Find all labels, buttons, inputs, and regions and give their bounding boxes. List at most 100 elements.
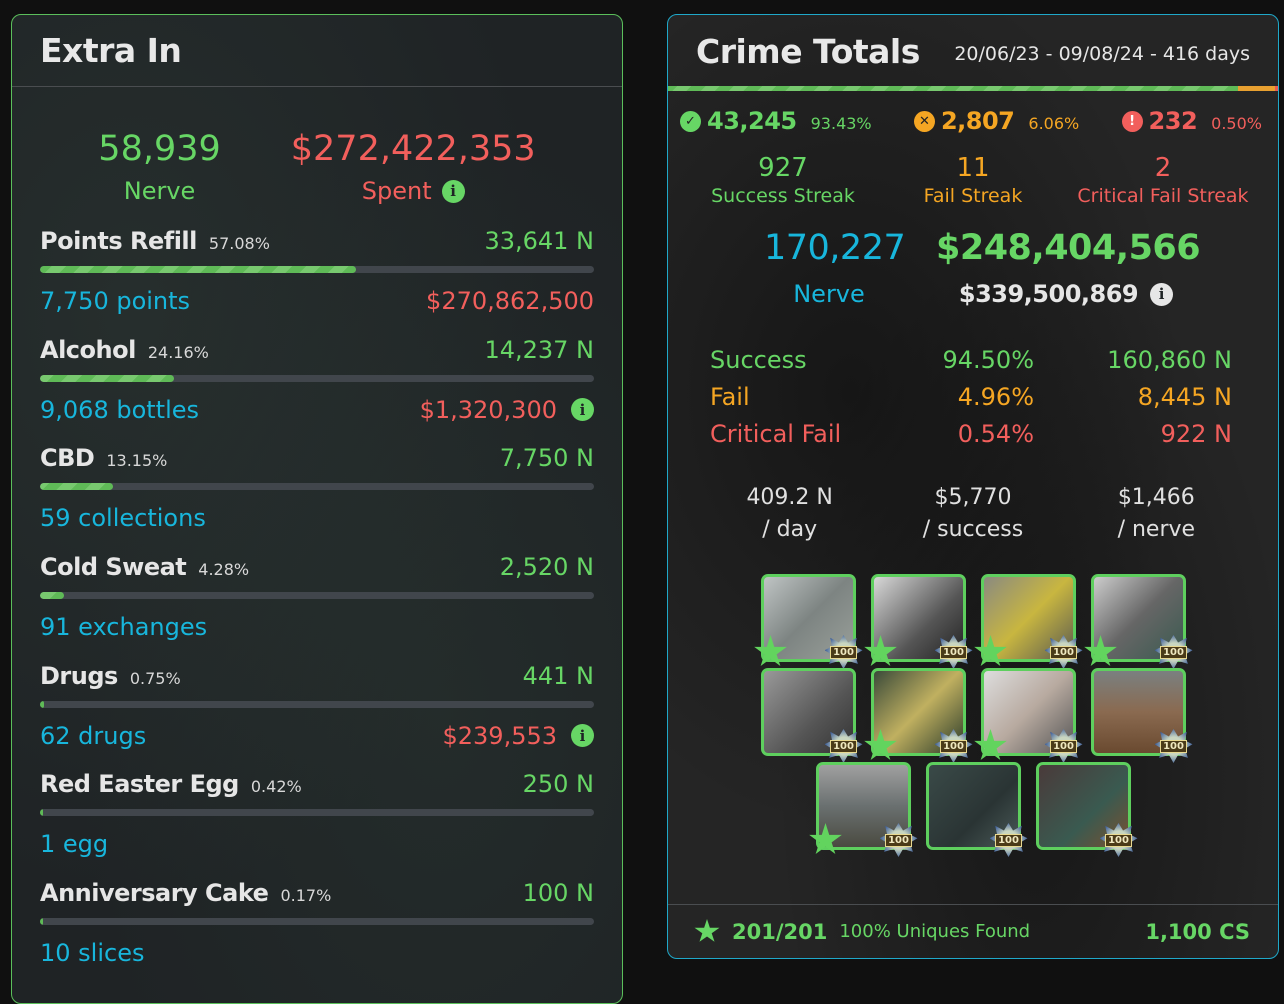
info-icon[interactable]: i	[1150, 282, 1174, 306]
panel-title: Extra In	[40, 31, 182, 70]
fail-streak: 11 Fail Streak	[923, 153, 1023, 207]
item-header: Points Refill 57.08% 33,641 N	[40, 227, 594, 261]
nerve-total: 58,939	[98, 129, 221, 169]
spent-total: $272,422,353	[290, 129, 536, 169]
item-quantity: 59 collections	[40, 504, 206, 533]
extra-in-item: Cold Sweat 4.28% 2,520 N 91 exchanges	[40, 553, 594, 662]
item-details: 10 slices	[40, 931, 594, 975]
success-streak: 927 Success Streak	[711, 153, 855, 207]
item-progress-fill	[40, 374, 174, 382]
x-circle-icon: ✕	[913, 110, 935, 132]
item-progress-fill	[40, 918, 43, 926]
crime-tiles: 100 100 100 100 100 100 100 100 100 100 100	[668, 574, 1278, 854]
item-name: Cold Sweat	[40, 553, 187, 582]
star-icon	[864, 635, 897, 666]
crime-tile[interactable]: 100	[1090, 668, 1187, 756]
item-percent: 24.16%	[147, 342, 209, 362]
star-icon	[809, 823, 842, 854]
item-percent: 0.42%	[250, 777, 302, 797]
mastery-badge-icon: 100	[1045, 635, 1083, 669]
item-name: Red Easter Egg	[40, 770, 239, 799]
money-gross-row: $339,500,869 i	[936, 279, 1196, 309]
tile-row: 100 100 100 100	[754, 574, 1187, 666]
money-gross: $339,500,869	[958, 280, 1139, 308]
rate-percent: 4.96%	[957, 382, 1034, 411]
item-progress-bar	[40, 374, 594, 382]
crime-totals-summary: 170,227 Nerve $248,404,566 $339,500,869 …	[668, 227, 1278, 337]
info-icon[interactable]: i	[571, 724, 594, 748]
fail-count: ✕ 2,807 6.06%	[913, 107, 1079, 135]
success-count: ✓ 43,245 93.43%	[680, 107, 872, 135]
item-details: 59 collections	[40, 496, 594, 540]
info-icon[interactable]: i	[441, 179, 465, 203]
item-name: Anniversary Cake	[40, 879, 269, 908]
crime-tile[interactable]: 100	[864, 668, 967, 760]
item-name: Drugs	[40, 661, 118, 690]
rate-nerve: 160,860 N	[1107, 345, 1232, 374]
item-progress-bar	[40, 809, 594, 817]
spent-summary: $272,422,353 Spent i	[291, 129, 536, 227]
uniques-found: 201/201 100% Uniques Found	[694, 919, 1030, 944]
nerve-summary: 170,227 Nerve	[764, 227, 906, 337]
critical-count: ! 232 0.50%	[1121, 107, 1262, 135]
item-nerve: 100 N	[522, 879, 594, 908]
ratio-success	[668, 86, 1238, 91]
extra-in-panel: Extra In 58,939 Nerve $272,422,353 Spent…	[11, 14, 623, 1004]
item-header: CBD 13.15% 7,750 N	[40, 444, 594, 478]
item-header: Red Easter Egg 0.42% 250 N	[40, 770, 594, 804]
star-icon	[1084, 635, 1117, 666]
money-summary: $248,404,566 $339,500,869 i	[936, 227, 1201, 337]
crime-tile[interactable]: 100	[974, 574, 1077, 666]
item-nerve: 441 N	[522, 661, 594, 690]
item-header: Anniversary Cake 0.17% 100 N	[40, 879, 594, 913]
crime-totals-panel: Crime Totals 20/06/23 - 09/08/24 - 416 d…	[667, 14, 1279, 959]
item-cost: $1,320,300 i	[420, 396, 594, 424]
extra-in-item: Alcohol 24.16% 14,237 N 9,068 bottles $1,320…	[40, 336, 594, 445]
nerve-label: Nerve	[793, 280, 865, 308]
per-label: / nerve	[1117, 517, 1196, 542]
per-label: / success	[922, 517, 1024, 542]
item-quantity: 91 exchanges	[40, 613, 208, 642]
item-details: 62 drugs $239,553 i	[40, 714, 594, 758]
crime-tile[interactable]: 100	[809, 762, 912, 854]
item-progress-bar	[40, 483, 594, 491]
rate-name: Success	[710, 345, 807, 374]
mastery-badge-icon: 100	[935, 635, 973, 669]
item-details: 91 exchanges	[40, 605, 594, 649]
mastery-badge-icon: 100	[990, 823, 1028, 857]
rate-name: Critical Fail	[710, 419, 842, 448]
nerve-summary: 58,939 Nerve	[98, 129, 220, 227]
panel-title: Crime Totals	[696, 31, 920, 71]
extra-in-header: Extra In	[12, 15, 622, 87]
rate-nerve: 8,445 N	[1137, 382, 1232, 411]
item-nerve: 14,237 N	[484, 335, 594, 364]
rate-row: Fail 4.96% 8,445 N	[710, 378, 1232, 415]
crime-tile[interactable]: 100	[974, 668, 1077, 760]
mastery-badge-icon: 100	[825, 635, 863, 669]
crime-tile[interactable]: 100	[925, 762, 1022, 850]
crime-tile[interactable]: 100	[864, 574, 967, 666]
crime-tile[interactable]: 100	[1084, 574, 1187, 666]
per-stat: 409.2 N / day	[715, 482, 865, 558]
mastery-badge-icon: 100	[1155, 635, 1193, 669]
item-quantity: 7,750 points	[40, 287, 191, 315]
crime-tile[interactable]: 100	[1035, 762, 1132, 850]
item-nerve: 250 N	[522, 770, 594, 799]
crime-totals-footer: 201/201 100% Uniques Found 1,100 CS	[668, 904, 1278, 958]
item-percent: 0.17%	[280, 886, 332, 906]
per-value: $1,466	[1117, 485, 1195, 510]
extra-in-item: CBD 13.15% 7,750 N 59 collections	[40, 444, 594, 553]
per-stat: $1,466 / nerve	[1081, 482, 1231, 558]
item-header: Drugs 0.75% 441 N	[40, 662, 594, 696]
rate-row: Critical Fail 0.54% 922 N	[710, 415, 1232, 452]
star-icon	[694, 919, 720, 942]
date-range: 20/06/23 - 09/08/24 - 416 days	[954, 43, 1250, 65]
crime-tile[interactable]: 100	[754, 574, 857, 666]
extra-in-item: Drugs 0.75% 441 N 62 drugs $239,553 i	[40, 662, 594, 771]
info-icon[interactable]: i	[571, 398, 594, 422]
per-stat: $5,770 / success	[898, 482, 1048, 558]
crime-tile[interactable]: 100	[760, 668, 857, 756]
tile-row: 100 100 100	[809, 762, 1132, 854]
mastery-badge-icon: 100	[1100, 823, 1138, 857]
rate-percent: 0.54%	[957, 419, 1034, 448]
